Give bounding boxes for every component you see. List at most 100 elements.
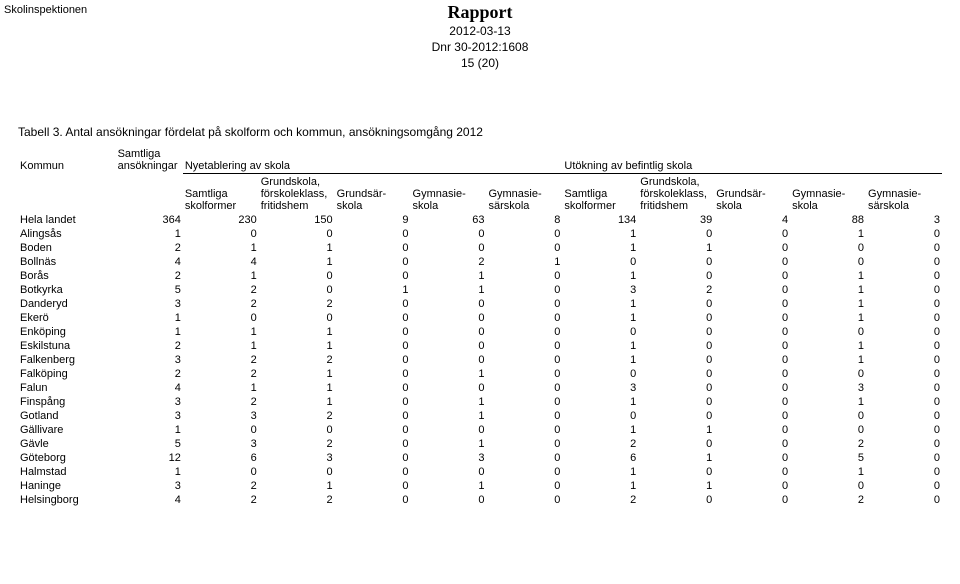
cell-samtliga-ans: 4: [116, 255, 183, 269]
table-row: Gotland33201000000: [18, 409, 942, 423]
cell-value: 1: [259, 325, 335, 339]
table-row: Haninge32101011000: [18, 479, 942, 493]
cell-value: 0: [486, 227, 562, 241]
cell-value: 2: [183, 493, 259, 507]
cell-value: 3: [562, 283, 638, 297]
cell-value: 0: [714, 311, 790, 325]
cell-value: 0: [411, 227, 487, 241]
cell-value: 0: [486, 423, 562, 437]
cell-kommun: Gällivare: [18, 423, 116, 437]
cell-value: 0: [866, 241, 942, 255]
cell-value: 0: [335, 297, 411, 311]
cell-value: 1: [790, 395, 866, 409]
cell-samtliga-ans: 1: [116, 325, 183, 339]
cell-kommun: Botkyrka: [18, 283, 116, 297]
cell-value: 6: [562, 451, 638, 465]
table-row: Finspång32101010010: [18, 395, 942, 409]
sub-h-8: Gymnasie- skola: [790, 173, 866, 213]
cell-value: 1: [638, 451, 714, 465]
cell-value: 1: [183, 325, 259, 339]
cell-value: 0: [638, 409, 714, 423]
cell-value: 0: [183, 423, 259, 437]
sub-h-5: Samtliga skolformer: [562, 173, 638, 213]
cell-samtliga-ans: 3: [116, 353, 183, 367]
cell-value: 9: [335, 213, 411, 227]
cell-value: 0: [866, 339, 942, 353]
cell-value: 3: [790, 381, 866, 395]
cell-value: 0: [486, 283, 562, 297]
cell-value: 0: [335, 269, 411, 283]
cell-value: 0: [335, 381, 411, 395]
cell-value: 1: [259, 395, 335, 409]
cell-value: 1: [335, 283, 411, 297]
cell-value: 0: [714, 493, 790, 507]
cell-value: 0: [714, 423, 790, 437]
cell-value: 2: [183, 297, 259, 311]
cell-value: 1: [259, 339, 335, 353]
cell-value: 0: [714, 479, 790, 493]
cell-kommun: Boden: [18, 241, 116, 255]
cell-value: 2: [411, 255, 487, 269]
report-page: 15 (20): [0, 55, 960, 71]
cell-value: 1: [562, 241, 638, 255]
cell-value: 8: [486, 213, 562, 227]
cell-value: 3: [411, 451, 487, 465]
cell-kommun: Enköping: [18, 325, 116, 339]
cell-value: 0: [411, 241, 487, 255]
cell-value: 0: [714, 283, 790, 297]
cell-value: 1: [638, 241, 714, 255]
cell-value: 0: [790, 423, 866, 437]
cell-samtliga-ans: 4: [116, 493, 183, 507]
data-table: Kommun Samtliga ansökningar Nyetablering…: [18, 147, 942, 507]
cell-value: 1: [259, 367, 335, 381]
sub-blank-1: [18, 173, 116, 213]
cell-value: 0: [714, 437, 790, 451]
sub-h-4: Gymnasie- särskola: [486, 173, 562, 213]
cell-value: 5: [790, 451, 866, 465]
cell-value: 0: [714, 381, 790, 395]
cell-samtliga-ans: 12: [116, 451, 183, 465]
cell-value: 1: [183, 339, 259, 353]
cell-samtliga-ans: 2: [116, 241, 183, 255]
cell-value: 1: [790, 269, 866, 283]
cell-value: 2: [790, 437, 866, 451]
cell-value: 0: [790, 325, 866, 339]
cell-samtliga-ans: 3: [116, 297, 183, 311]
cell-value: 150: [259, 213, 335, 227]
cell-value: 0: [866, 227, 942, 241]
cell-samtliga-ans: 1: [116, 227, 183, 241]
cell-value: 0: [866, 409, 942, 423]
cell-value: 0: [486, 395, 562, 409]
cell-value: 2: [259, 297, 335, 311]
cell-samtliga-ans: 2: [116, 339, 183, 353]
cell-value: 0: [562, 367, 638, 381]
cell-value: 3: [562, 381, 638, 395]
sub-h-0: Samtliga skolformer: [183, 173, 259, 213]
cell-value: 0: [486, 451, 562, 465]
content-area: Tabell 3. Antal ansökningar fördelat på …: [18, 125, 942, 507]
cell-value: 0: [486, 437, 562, 451]
cell-value: 0: [638, 437, 714, 451]
cell-value: 1: [411, 395, 487, 409]
cell-value: 0: [866, 395, 942, 409]
cell-value: 0: [335, 451, 411, 465]
cell-value: 0: [638, 339, 714, 353]
cell-value: 0: [335, 353, 411, 367]
sub-h-2: Grundsär- skola: [335, 173, 411, 213]
table-row: Botkyrka52011032010: [18, 283, 942, 297]
cell-samtliga-ans: 5: [116, 283, 183, 297]
cell-value: 0: [714, 269, 790, 283]
cell-value: 0: [790, 367, 866, 381]
table-row: Ekerö10000010010: [18, 311, 942, 325]
table-body: Hela landet3642301509638134394883Alingså…: [18, 213, 942, 507]
cell-value: 2: [183, 367, 259, 381]
table-row: Danderyd32200010010: [18, 297, 942, 311]
group-utok-header: Utökning av befintlig skola: [562, 147, 942, 173]
cell-value: 1: [562, 339, 638, 353]
cell-value: 0: [486, 479, 562, 493]
sub-h-3: Gymnasie- skola: [411, 173, 487, 213]
cell-value: 0: [486, 493, 562, 507]
cell-value: 0: [638, 353, 714, 367]
cell-value: 0: [714, 297, 790, 311]
table-row: Falköping22101000000: [18, 367, 942, 381]
